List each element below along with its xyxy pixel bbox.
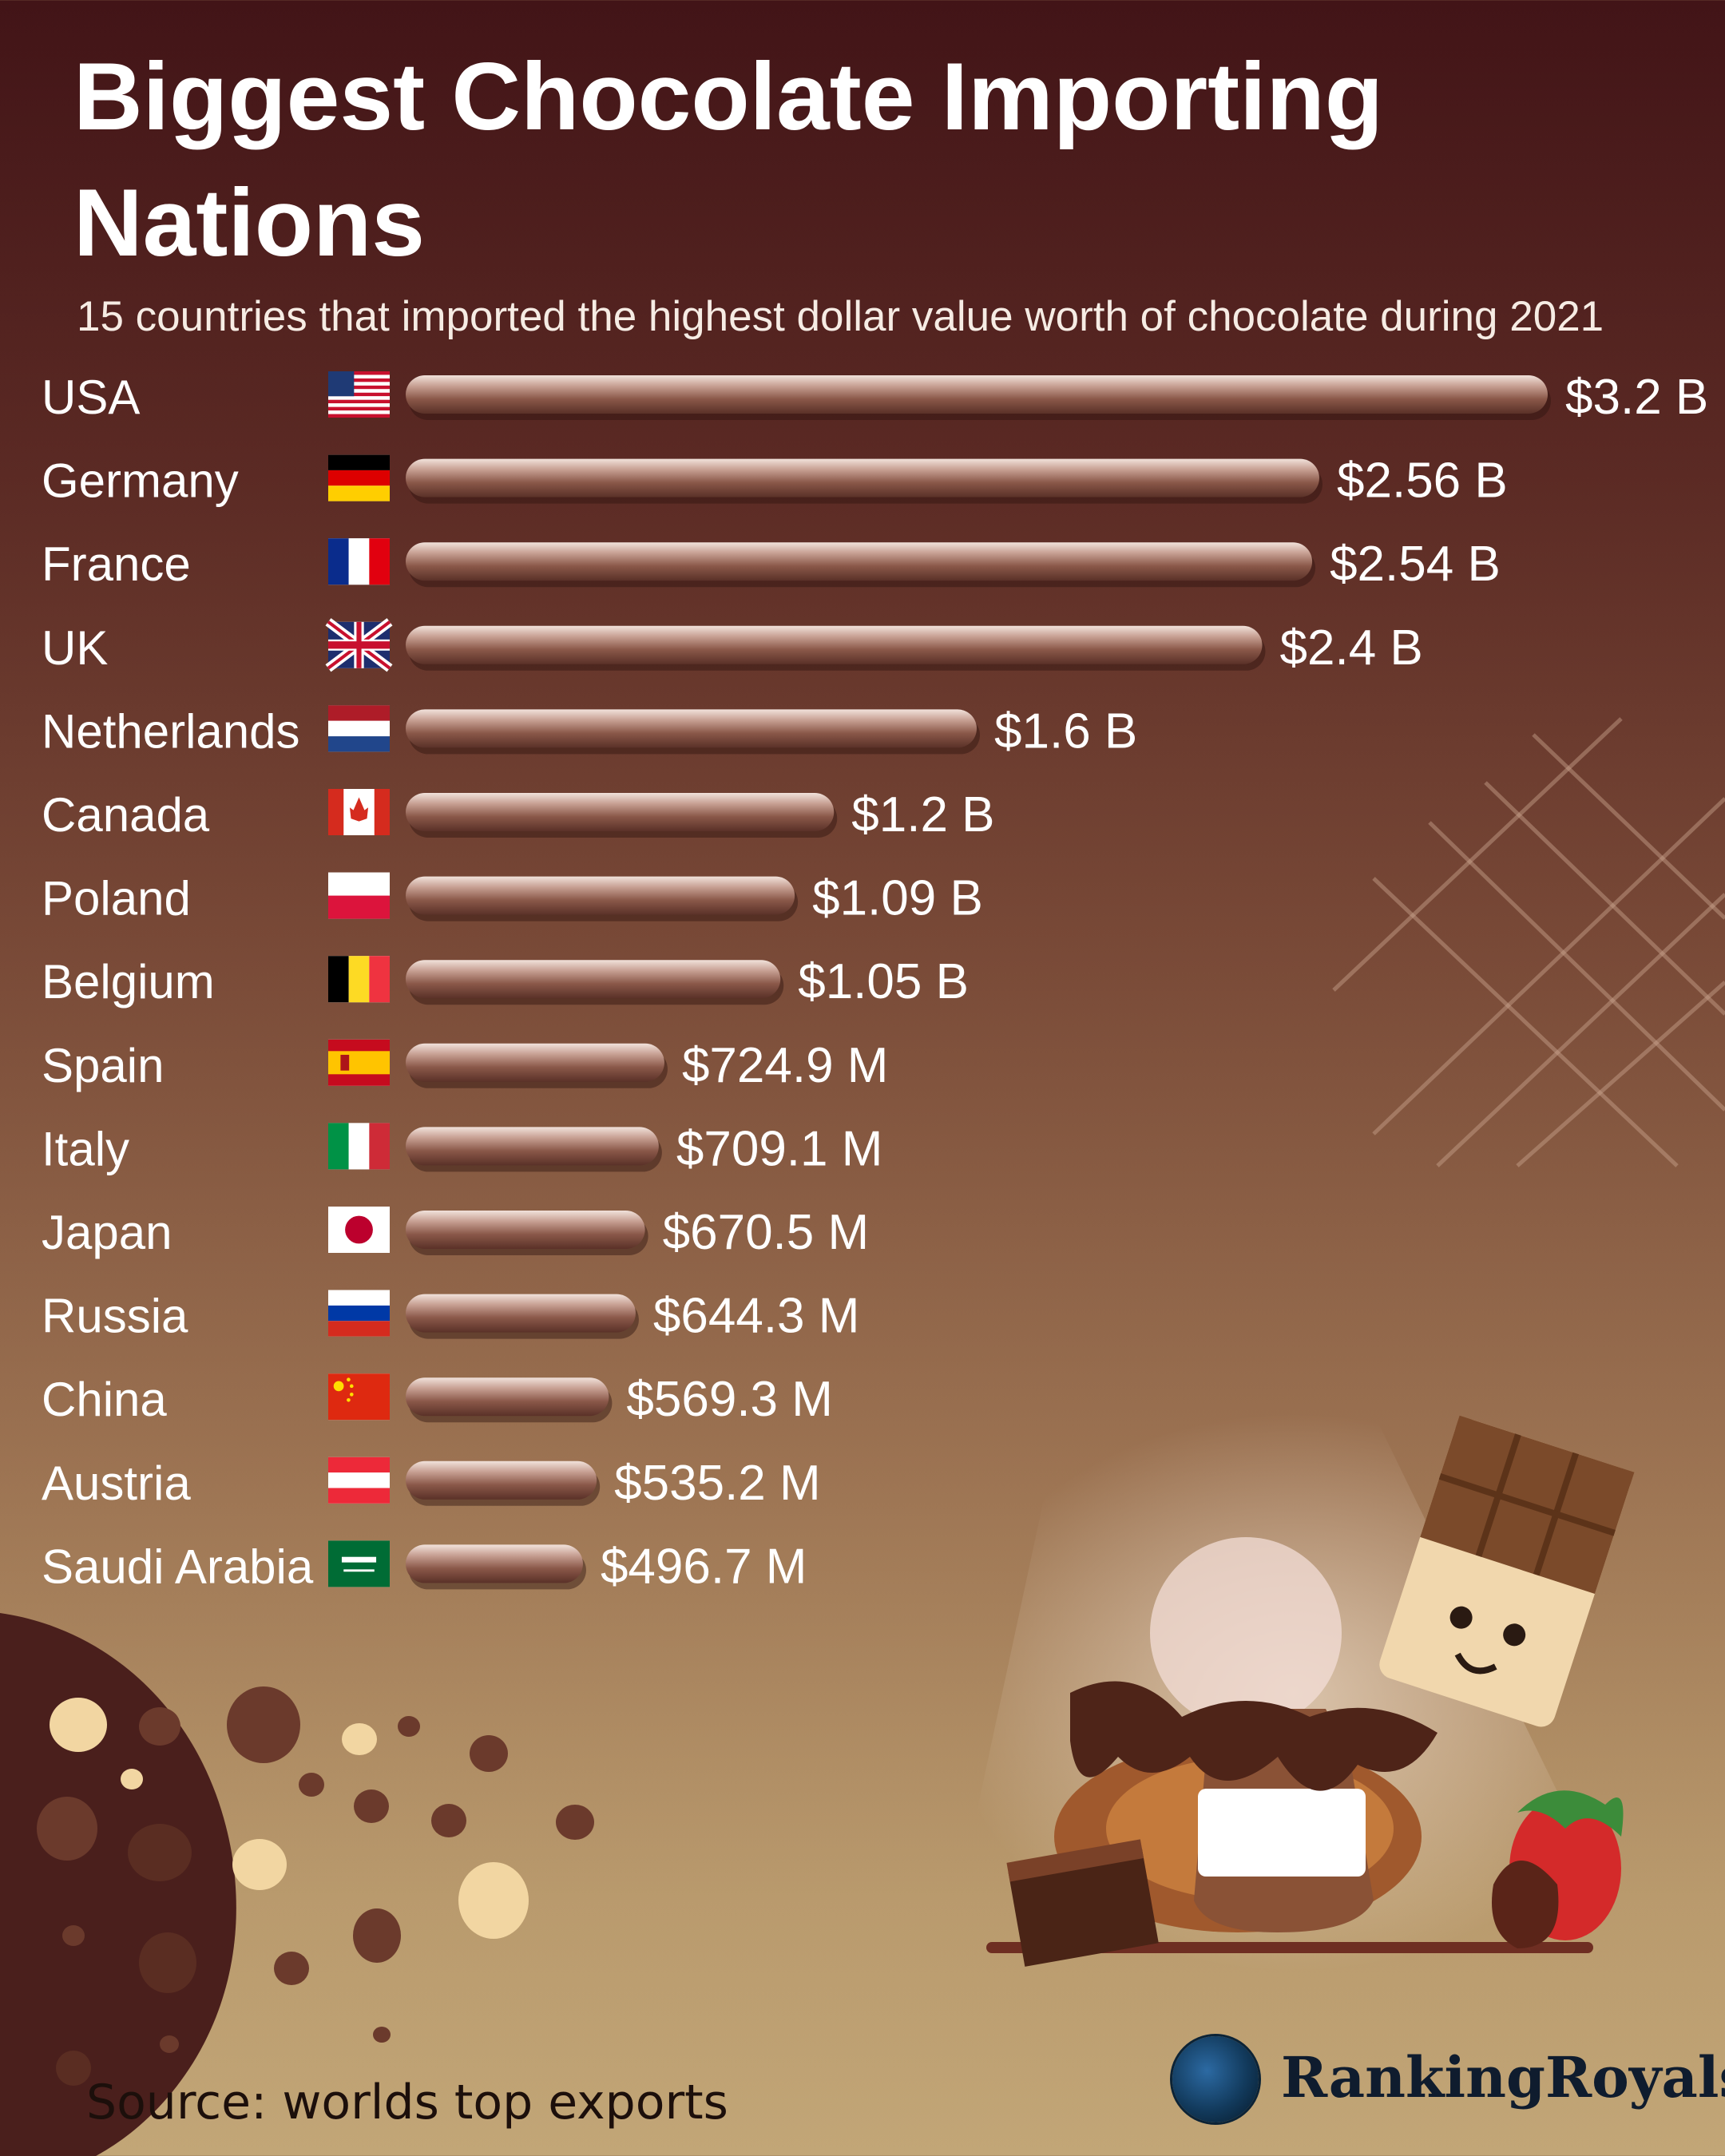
value-label-germany: $2.56 B	[1337, 454, 1508, 509]
bar-italy	[406, 1127, 659, 1165]
bar-row-japan: Japan $670.5 M	[42, 1205, 869, 1260]
japan-flag	[328, 1207, 390, 1253]
category-label-canada: Canada	[42, 788, 210, 842]
bar-row-canada: Canada $1.2 B	[42, 787, 995, 842]
category-label-japan: Japan	[42, 1206, 172, 1259]
value-label-poland: $1.09 B	[812, 871, 983, 926]
value-label-uk: $2.4 B	[1280, 620, 1423, 676]
bar-row-italy: Italy $709.1 M	[42, 1121, 882, 1176]
bar-row-saudi-arabia: Saudi Arabia $496.7 M	[42, 1539, 807, 1594]
value-label-china: $569.3 M	[626, 1372, 833, 1427]
bar-row-poland: Poland $1.09 B	[42, 871, 983, 926]
bar-china	[406, 1377, 609, 1416]
bar-row-russia: Russia $644.3 M	[42, 1289, 859, 1344]
bar-belgium	[406, 960, 780, 998]
bar-usa	[406, 375, 1548, 414]
uk-flag	[328, 622, 390, 668]
category-label-austria: Austria	[42, 1456, 191, 1510]
bar-germany	[406, 459, 1319, 497]
category-label-china: China	[42, 1373, 167, 1426]
bar-japan	[406, 1211, 645, 1249]
bar-row-austria: Austria $535.2 M	[42, 1456, 821, 1511]
category-label-saudi-arabia: Saudi Arabia	[42, 1540, 314, 1593]
bar-row-netherlands: Netherlands $1.6 B	[42, 703, 1137, 759]
category-label-uk: UK	[42, 621, 108, 675]
france-flag	[328, 538, 390, 585]
waffle-grid-decoration	[1334, 719, 1725, 1166]
category-label-poland: Poland	[42, 872, 191, 925]
category-label-france: France	[42, 537, 191, 591]
value-label-saudi-arabia: $496.7 M	[601, 1539, 807, 1594]
canada-flag	[328, 789, 390, 835]
value-label-italy: $709.1 M	[676, 1121, 883, 1176]
value-label-france: $2.54 B	[1330, 537, 1501, 592]
value-label-spain: $724.9 M	[682, 1038, 889, 1093]
bar-row-germany: Germany $2.56 B	[42, 454, 1508, 509]
bar-austria	[406, 1461, 597, 1500]
value-label-netherlands: $1.6 B	[994, 703, 1137, 759]
brand-block: RankingRoyals	[1172, 2036, 1699, 2124]
value-label-austria: $535.2 M	[614, 1456, 821, 1511]
belgium-flag	[328, 956, 390, 1002]
category-label-belgium: Belgium	[42, 955, 215, 1009]
bar-canada	[406, 793, 834, 831]
bar-saudi-arabia	[406, 1544, 583, 1583]
spain-flag	[328, 1040, 390, 1086]
bar-russia	[406, 1294, 636, 1333]
usa-flag	[328, 371, 390, 418]
germany-flag	[328, 455, 390, 501]
bar-row-uk: UK $2.4 B	[42, 620, 1423, 676]
chocolate-illustration	[942, 1413, 1645, 1972]
source-note: Source: worlds top exports	[86, 2075, 728, 2130]
category-label-russia: Russia	[42, 1290, 188, 1343]
saudi-arabia-flag	[328, 1540, 390, 1587]
bars-layer: USA $3.2 B Germany $2.56 B France $2.54 B UK $2…	[42, 370, 1708, 1594]
austria-flag	[328, 1457, 390, 1504]
category-label-netherlands: Netherlands	[42, 704, 300, 758]
italy-flag	[328, 1123, 390, 1169]
bar-row-france: France $2.54 B	[42, 537, 1501, 592]
value-label-belgium: $1.05 B	[798, 954, 969, 1009]
bar-netherlands	[406, 709, 977, 747]
bar-row-spain: Spain $724.9 M	[42, 1038, 888, 1093]
bar-poland	[406, 877, 795, 915]
brand-logo-icon	[1172, 2036, 1259, 2122]
bar-spain	[406, 1044, 664, 1082]
bar-row-china: China $569.3 M	[42, 1372, 833, 1427]
value-label-canada: $1.2 B	[851, 787, 994, 842]
poland-flag	[328, 873, 390, 919]
russia-flag	[328, 1290, 390, 1337]
value-label-russia: $644.3 M	[653, 1289, 860, 1344]
bar-france	[406, 542, 1312, 581]
category-label-germany: Germany	[42, 454, 239, 508]
china-flag	[328, 1373, 390, 1420]
category-label-italy: Italy	[42, 1122, 129, 1175]
value-label-usa: $3.2 B	[1565, 370, 1708, 425]
bar-row-belgium: Belgium $1.05 B	[42, 954, 969, 1009]
category-label-usa: USA	[42, 371, 140, 424]
brand-name: RankingRoyals	[1281, 2044, 1725, 2110]
netherlands-flag	[328, 705, 390, 751]
value-label-japan: $670.5 M	[663, 1205, 870, 1260]
category-label-spain: Spain	[42, 1039, 164, 1092]
bar-uk	[406, 626, 1263, 664]
bar-row-usa: USA $3.2 B	[42, 370, 1708, 425]
